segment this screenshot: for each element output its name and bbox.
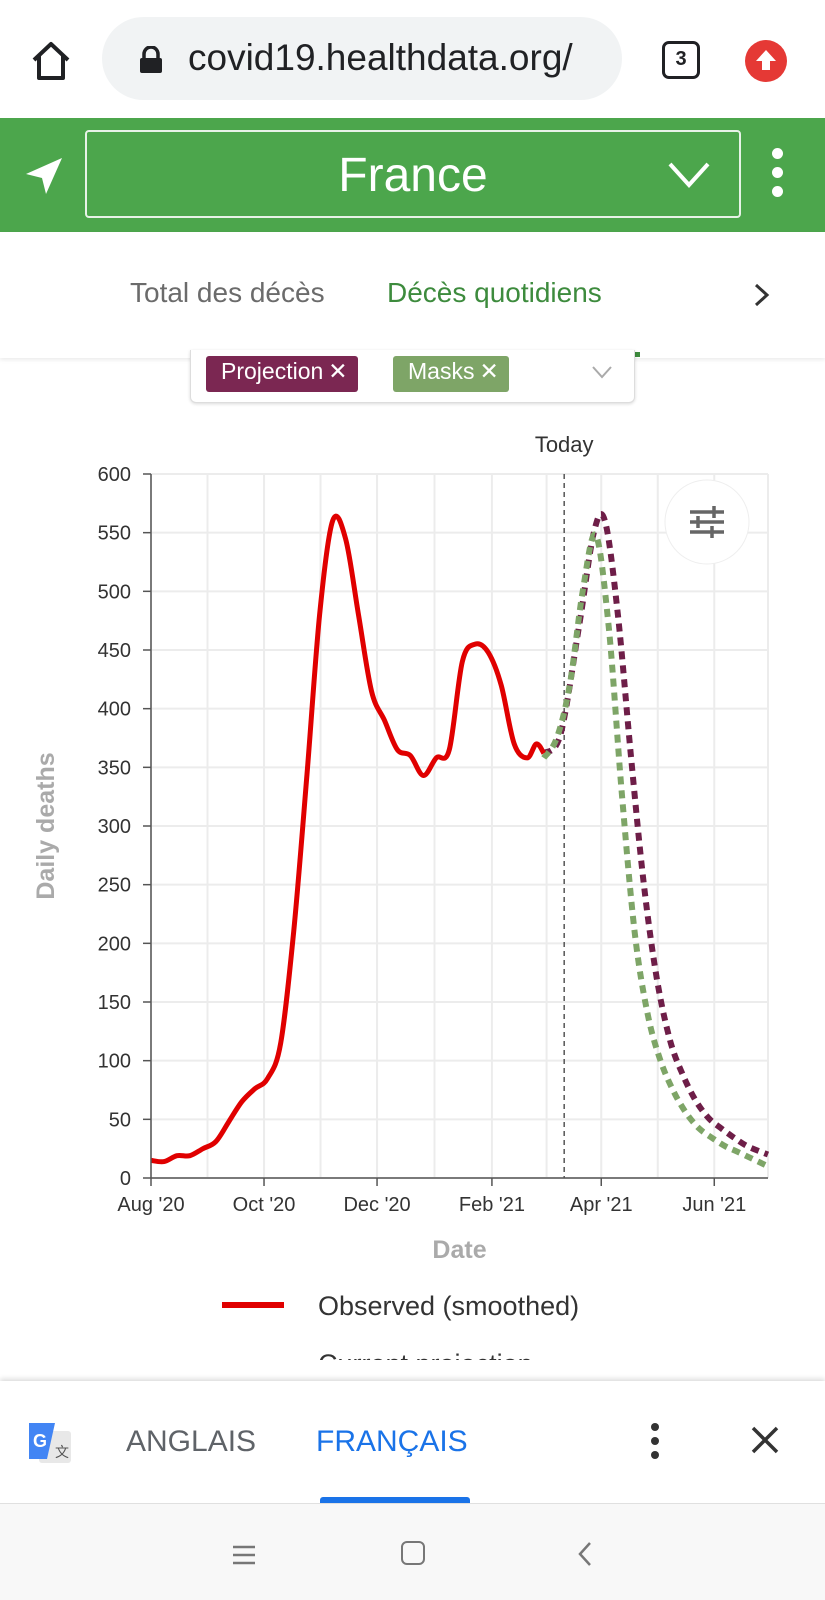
home-button[interactable] xyxy=(401,1541,425,1565)
target-language-tab[interactable]: FRANÇAIS xyxy=(316,1425,468,1458)
browser-toolbar: covid19.healthdata.org/ 3 xyxy=(0,0,825,118)
series-line-current-projection xyxy=(541,510,770,1158)
daily-deaths-chart: Today 0 50 100 150 200 250 300 350 400 450 500 550 6… xyxy=(32,432,770,1360)
y-tick-label: 550 xyxy=(98,523,131,545)
svg-text:G: G xyxy=(33,1431,47,1451)
chevron-right-icon[interactable] xyxy=(752,282,772,308)
y-tick-label: 0 xyxy=(120,1168,131,1190)
today-marker: Today xyxy=(535,432,594,1178)
url-text: covid19.healthdata.org/ xyxy=(188,37,573,78)
chip-projection[interactable]: Projection ✕ xyxy=(206,356,358,392)
chevron-down-icon xyxy=(667,160,711,190)
x-tick-label: Dec '20 xyxy=(343,1194,410,1216)
system-nav-bar xyxy=(0,1503,825,1600)
y-tick-label: 450 xyxy=(98,640,131,662)
x-tick-label: Oct '20 xyxy=(233,1194,296,1216)
location-dropdown[interactable]: France xyxy=(85,130,741,218)
more-options-icon[interactable] xyxy=(651,1423,661,1463)
tab-daily-deaths[interactable]: Décès quotidiens xyxy=(387,277,602,308)
close-icon[interactable]: ✕ xyxy=(328,358,348,384)
chart-tabs: Total des décès Décès quotidiens xyxy=(0,232,825,358)
x-tick-label: Jun '21 xyxy=(682,1194,746,1216)
chart-settings-button[interactable] xyxy=(664,479,750,565)
update-icon[interactable] xyxy=(745,40,787,82)
chevron-down-icon[interactable] xyxy=(591,365,613,379)
back-icon[interactable] xyxy=(577,1540,593,1568)
location-header: France xyxy=(0,118,825,232)
legend-label: Observed (smoothed) xyxy=(318,1291,579,1321)
series-line-observed-smoothed xyxy=(150,513,546,1165)
more-options-icon[interactable] xyxy=(772,148,784,204)
x-tick-label: Apr '21 xyxy=(570,1194,633,1216)
svg-text:文: 文 xyxy=(55,1445,69,1461)
location-name: France xyxy=(338,149,488,202)
chip-label: Masks xyxy=(408,358,475,384)
chip-label: Projection xyxy=(221,358,324,384)
y-tick-label: 50 xyxy=(109,1109,131,1131)
y-tick-label: 250 xyxy=(98,875,131,897)
series-line-masks xyxy=(541,531,770,1169)
lock-icon xyxy=(138,45,164,74)
y-tick-label: 400 xyxy=(98,699,131,721)
tab-total-deaths[interactable]: Total des décès xyxy=(130,277,325,308)
close-icon[interactable] xyxy=(750,1425,780,1455)
x-tick-label: Feb '21 xyxy=(459,1194,525,1216)
home-icon[interactable] xyxy=(28,38,74,84)
active-language-indicator xyxy=(320,1497,470,1503)
chart-grid xyxy=(150,473,769,1179)
legend-label: Current projection xyxy=(318,1349,533,1360)
x-axis-title: Date xyxy=(432,1236,486,1264)
tab-switcher-button[interactable]: 3 xyxy=(662,41,700,79)
today-label: Today xyxy=(535,432,594,457)
sliders-icon xyxy=(690,506,724,538)
navigation-arrow-icon[interactable] xyxy=(22,154,66,198)
chart-series xyxy=(150,510,770,1169)
y-tick-label: 600 xyxy=(98,464,131,486)
y-tick-label: 150 xyxy=(98,992,131,1014)
y-tick-label: 200 xyxy=(98,933,131,955)
y-tick-label: 500 xyxy=(98,581,131,603)
chip-masks[interactable]: Masks ✕ xyxy=(393,356,509,392)
x-tick-label: Aug '20 xyxy=(117,1194,184,1216)
chart-legend: Observed (smoothed) Current projection xyxy=(222,1291,579,1360)
source-language-tab[interactable]: ANGLAIS xyxy=(126,1425,257,1458)
recent-apps-icon[interactable] xyxy=(231,1544,257,1566)
y-axis-title: Daily deaths xyxy=(32,752,60,899)
scenario-filter[interactable]: Projection ✕ Masks ✕ xyxy=(190,350,635,403)
address-bar[interactable]: covid19.healthdata.org/ xyxy=(102,17,622,100)
y-tick-label: 300 xyxy=(98,816,131,838)
y-tick-label: 100 xyxy=(98,1051,131,1073)
close-icon[interactable]: ✕ xyxy=(479,358,499,384)
y-tick-label: 350 xyxy=(98,757,131,779)
chart-axes: 0 50 100 150 200 250 300 350 400 450 500 550 600 Aug … xyxy=(32,464,768,1264)
